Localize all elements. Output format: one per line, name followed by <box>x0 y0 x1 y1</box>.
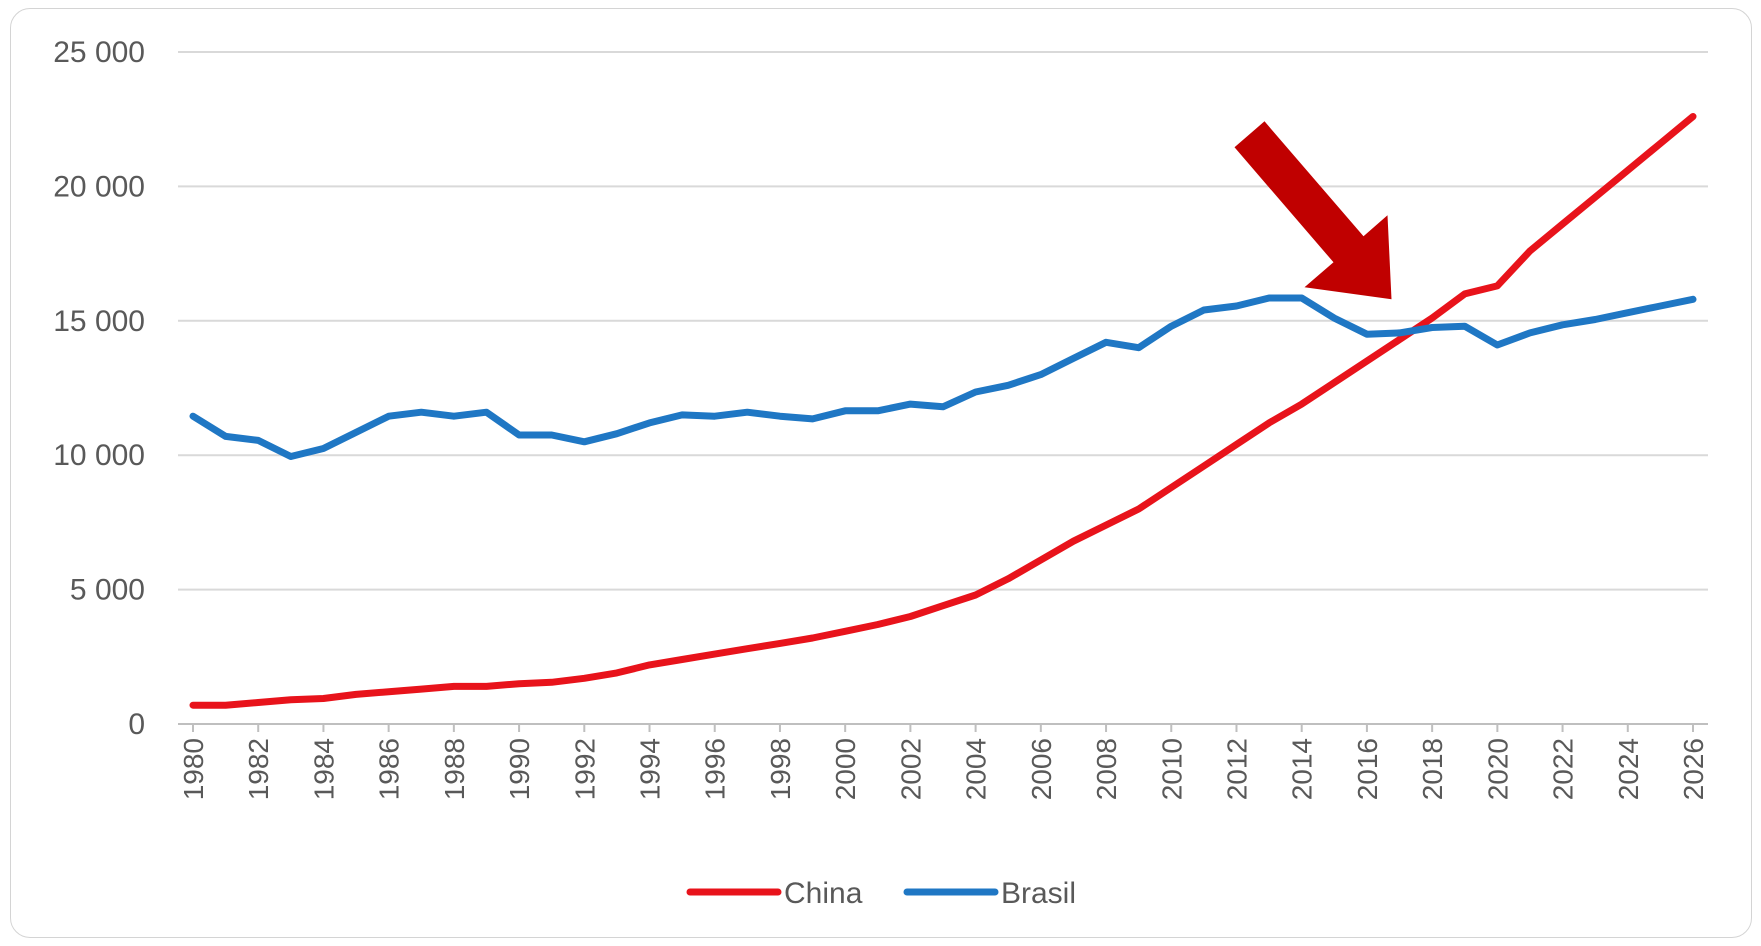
x-tick-label: 1986 <box>374 738 405 800</box>
x-tick-label: 1990 <box>504 738 535 800</box>
x-tick-label: 1996 <box>700 738 731 800</box>
x-tick-label: 2006 <box>1026 738 1057 800</box>
x-axis-ticks: 1980 1982 1984 1986 1988 1990 1992 1994 1996 1998… <box>178 724 1709 800</box>
y-tick-label: 20 000 <box>53 170 145 203</box>
legend-label-brasil: Brasil <box>1001 877 1076 910</box>
x-tick-label: 1998 <box>765 738 796 800</box>
annotation-arrow <box>1234 121 1392 300</box>
y-tick-label: 10 000 <box>53 439 145 472</box>
y-tick-label: 5 000 <box>70 574 145 607</box>
y-tick-label: 15 000 <box>53 305 145 338</box>
red-arrow <box>1234 121 1392 300</box>
x-tick-label: 2020 <box>1482 738 1513 800</box>
legend-label-china: China <box>784 877 863 910</box>
x-tick-label: 1988 <box>439 738 470 800</box>
x-tick-label: 2014 <box>1287 738 1318 800</box>
x-tick-label: 2018 <box>1417 738 1448 800</box>
chart-card <box>10 8 1752 938</box>
x-tick-label: 2010 <box>1156 738 1187 800</box>
y-tick-label: 25 000 <box>53 36 145 69</box>
x-tick-label: 2002 <box>895 738 926 800</box>
x-tick-label: 2016 <box>1352 738 1383 800</box>
x-tick-label: 1980 <box>178 738 209 800</box>
y-tick-label: 0 <box>128 708 145 741</box>
legend: China Brasil <box>686 877 1076 910</box>
x-tick-label: 2012 <box>1221 738 1252 800</box>
x-tick-label: 1984 <box>308 738 339 800</box>
x-tick-label: 1982 <box>243 738 274 800</box>
series-line-china <box>189 113 1697 709</box>
x-tick-label: 2000 <box>830 738 861 800</box>
x-tick-label: 2026 <box>1678 738 1709 800</box>
x-tick-label: 2022 <box>1548 738 1579 800</box>
gridlines <box>178 51 1708 591</box>
y-axis-ticks: 0 5 000 10 000 15 000 20 000 25 000 <box>53 36 145 741</box>
series-line-brasil <box>189 294 1697 460</box>
x-tick-label: 2008 <box>1091 738 1122 800</box>
x-tick-label: 2004 <box>961 738 992 800</box>
x-tick-label: 1992 <box>569 738 600 800</box>
x-tick-label: 1994 <box>635 738 666 800</box>
x-tick-label: 2024 <box>1613 738 1644 800</box>
series-lines <box>189 113 1697 709</box>
